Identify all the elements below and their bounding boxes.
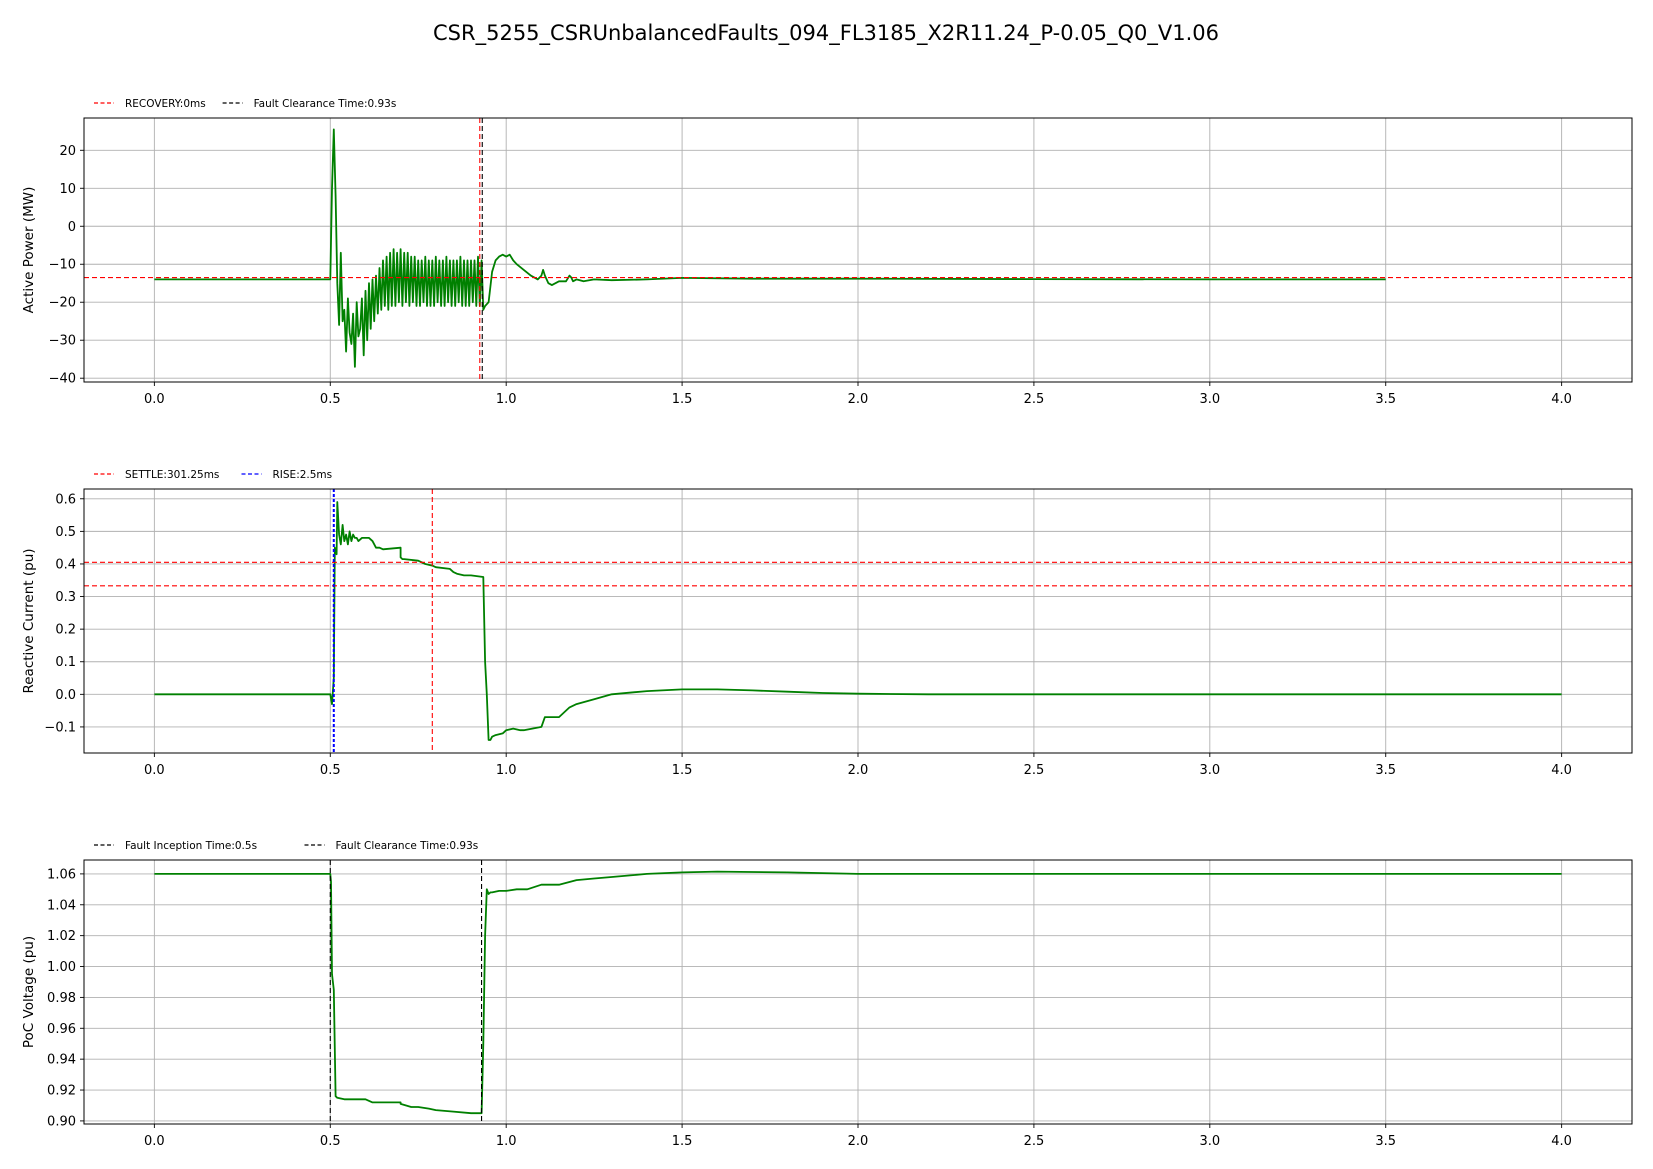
x-tick-label: 3.0: [1199, 392, 1220, 407]
x-tick-label: 4.0: [1551, 1134, 1572, 1149]
y-tick-label: −10: [49, 258, 76, 273]
y-tick-label: 0.0: [55, 688, 76, 703]
x-tick-label: 2.5: [1024, 1134, 1045, 1149]
y-tick-label: 10: [59, 182, 76, 197]
x-tick-label: 1.5: [672, 763, 693, 778]
y-tick-label: 0.4: [55, 557, 76, 572]
x-tick-label: 0.5: [320, 392, 341, 407]
x-tick-label: 3.0: [1199, 1134, 1220, 1149]
y-tick-label: 20: [59, 144, 76, 159]
legend-label: RECOVERY:0ms: [125, 98, 206, 110]
y-axis-label: Reactive Current (pu): [21, 548, 37, 693]
y-tick-label: −20: [49, 296, 76, 311]
x-tick-label: 0.0: [144, 392, 165, 407]
x-tick-label: 3.5: [1375, 1134, 1396, 1149]
x-tick-label: 2.0: [848, 763, 869, 778]
legend-label: RISE:2.5ms: [273, 469, 333, 481]
x-tick-label: 1.5: [672, 392, 693, 407]
x-tick-label: 1.0: [496, 392, 517, 407]
x-tick-label: 2.5: [1024, 763, 1045, 778]
figure-title: CSR_5255_CSRUnbalancedFaults_094_FL3185_…: [433, 21, 1219, 46]
y-tick-label: 0.98: [47, 991, 76, 1006]
x-tick-label: 2.0: [848, 392, 869, 407]
y-tick-label: −30: [49, 334, 76, 349]
y-tick-label: 0.94: [47, 1053, 76, 1068]
axes-frame: [83, 488, 1633, 754]
plot-area: [84, 118, 1632, 382]
y-tick-label: 0.6: [55, 492, 76, 507]
y-tick-label: 1.04: [47, 898, 76, 913]
y-tick-label: 0.2: [55, 623, 76, 638]
y-tick-label: −0.1: [44, 720, 76, 735]
panel-3: 0.0 0.5 1.0 1.5 2.0 2.5 3.0 3.5 4.0 1.06 1.04 1.02 1…: [21, 840, 1633, 1149]
y-tick-label: 0.96: [47, 1022, 76, 1037]
y-tick-label: 1.02: [47, 929, 76, 944]
x-tick-label: 3.5: [1375, 392, 1396, 407]
panel-2: 0.0 0.5 1.0 1.5 2.0 2.5 3.0 3.5 4.0 0.6 0.5 0.4 0.3 0…: [21, 469, 1633, 778]
x-tick-label: 1.5: [672, 1134, 693, 1149]
plot-area: [154, 860, 1562, 1124]
y-tick-label: 0.3: [55, 590, 76, 605]
x-tick-label: 0.0: [144, 763, 165, 778]
legend-label: Fault Clearance Time:0.93s: [336, 840, 479, 852]
y-tick-label: 0: [68, 220, 76, 235]
series-line: [154, 870, 1562, 1115]
panel-1: 0.0 0.5 1.0 1.5 2.0 2.5 3.0 3.5 4.0 20 10 0 −10 −20 −3…: [21, 98, 1633, 407]
x-tick-label: 3.5: [1375, 763, 1396, 778]
y-tick-label: 0.5: [55, 525, 76, 540]
series-line: [154, 501, 1562, 741]
y-tick-label: −40: [49, 372, 76, 387]
y-tick-label: 1.00: [47, 960, 76, 975]
series-line: [154, 128, 1386, 368]
x-tick-label: 2.0: [848, 1134, 869, 1149]
axes-frame: [83, 859, 1633, 1125]
x-tick-label: 0.5: [320, 1134, 341, 1149]
x-tick-label: 3.0: [1199, 763, 1220, 778]
y-tick-label: 0.90: [47, 1114, 76, 1129]
plot-area: [84, 489, 1632, 753]
x-tick-label: 4.0: [1551, 763, 1572, 778]
y-tick-label: 0.1: [55, 655, 76, 670]
x-tick-label: 1.0: [496, 1134, 517, 1149]
axes-frame: [83, 117, 1633, 383]
x-tick-label: 2.5: [1024, 392, 1045, 407]
legend-label: SETTLE:301.25ms: [125, 469, 219, 481]
y-axis-label: PoC Voltage (pu): [21, 936, 37, 1048]
x-tick-label: 0.5: [320, 763, 341, 778]
x-tick-label: 0.0: [144, 1134, 165, 1149]
legend-label: Fault Inception Time:0.5s: [125, 840, 257, 852]
y-axis-label: Active Power (MW): [21, 187, 37, 314]
x-tick-label: 4.0: [1551, 392, 1572, 407]
legend-label: Fault Clearance Time:0.93s: [254, 98, 397, 110]
x-tick-label: 1.0: [496, 763, 517, 778]
y-tick-label: 1.06: [47, 867, 76, 882]
y-tick-label: 0.92: [47, 1084, 76, 1099]
